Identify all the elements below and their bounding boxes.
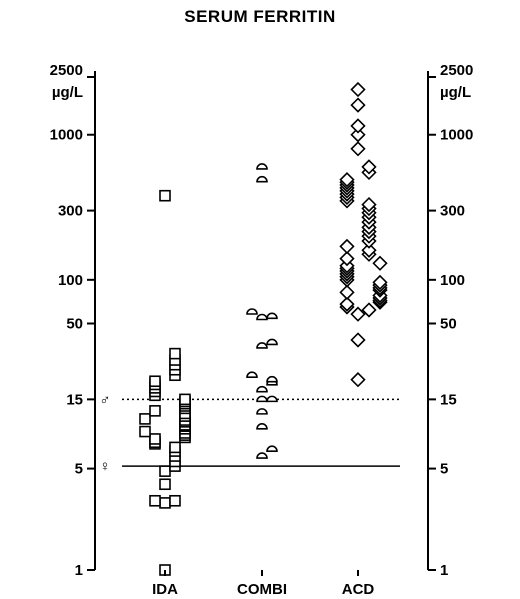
y-tick-label-right: 100 bbox=[440, 272, 465, 289]
data-point bbox=[256, 423, 268, 430]
y-tick-label-left: 1 bbox=[75, 562, 83, 579]
data-point bbox=[350, 118, 366, 134]
data-point bbox=[159, 497, 171, 509]
data-point bbox=[246, 308, 258, 315]
data-point bbox=[266, 338, 278, 346]
data-point bbox=[350, 332, 366, 348]
data-point bbox=[256, 313, 268, 321]
y-tick-label-left: 300 bbox=[58, 203, 83, 220]
data-point bbox=[256, 163, 268, 170]
y-tick-label-right: 50 bbox=[440, 316, 457, 333]
y-unit-label-left: µg/L bbox=[52, 84, 83, 101]
data-point bbox=[361, 242, 377, 258]
data-point bbox=[139, 413, 151, 425]
data-point bbox=[159, 465, 171, 477]
y-tick-label-right: 2500 bbox=[440, 62, 473, 79]
data-point bbox=[372, 255, 388, 271]
data-point bbox=[350, 127, 366, 143]
data-point bbox=[149, 433, 161, 445]
data-point bbox=[339, 296, 355, 312]
data-point bbox=[339, 172, 355, 188]
data-point bbox=[361, 302, 377, 318]
data-point bbox=[246, 371, 258, 379]
data-point bbox=[350, 306, 366, 322]
category-labels: IDA COMBI ACD bbox=[152, 570, 374, 598]
data-point bbox=[339, 250, 355, 267]
data-point bbox=[169, 494, 181, 507]
data-point bbox=[350, 97, 366, 113]
y-tick-label-left: 1000 bbox=[50, 127, 83, 144]
data-point bbox=[266, 395, 278, 403]
data-point bbox=[139, 425, 151, 438]
data-point bbox=[266, 375, 278, 383]
data-point bbox=[361, 159, 377, 175]
data-point bbox=[350, 141, 366, 157]
category-label: IDA bbox=[152, 581, 178, 598]
data-point bbox=[339, 238, 355, 255]
reference-symbol: ♂ bbox=[99, 391, 110, 408]
data-point bbox=[149, 375, 161, 388]
y-tick-label-right: 1 bbox=[440, 562, 448, 579]
data-point bbox=[361, 196, 377, 213]
y-unit-label-right: µg/L bbox=[440, 84, 471, 101]
data-point bbox=[159, 478, 171, 491]
y-tick-label-right: 1000 bbox=[440, 127, 473, 144]
y-tick-label-left: 50 bbox=[66, 316, 83, 333]
data-point bbox=[372, 274, 388, 291]
data-point bbox=[149, 494, 161, 507]
data-point bbox=[169, 441, 181, 454]
y-tick-label-right: 5 bbox=[440, 461, 448, 478]
category-label: ACD bbox=[342, 581, 375, 598]
y-tick-label-left: 5 bbox=[75, 461, 83, 478]
y-tick-label-left: 15 bbox=[66, 391, 83, 408]
y-tick-label-left: 2500 bbox=[50, 62, 83, 79]
data-point bbox=[256, 395, 268, 403]
data-point bbox=[266, 312, 278, 320]
y-tick-label-left: 100 bbox=[58, 272, 83, 289]
data-point bbox=[256, 175, 268, 183]
data-points bbox=[139, 81, 388, 576]
data-point bbox=[179, 393, 191, 406]
chart-title: SERUM FERRITIN bbox=[184, 7, 336, 26]
data-point bbox=[256, 408, 268, 415]
data-point bbox=[350, 81, 366, 98]
data-point bbox=[350, 372, 366, 388]
data-point bbox=[339, 284, 355, 300]
data-point bbox=[256, 385, 268, 393]
data-point bbox=[256, 342, 268, 349]
y-tick-label-right: 300 bbox=[440, 203, 465, 220]
category-label: COMBI bbox=[237, 581, 287, 598]
data-point bbox=[256, 452, 268, 459]
y-tick-label-right: 15 bbox=[440, 391, 457, 408]
data-point bbox=[169, 347, 181, 360]
data-point bbox=[266, 445, 278, 453]
data-point bbox=[159, 189, 171, 202]
reference-symbol: ♀ bbox=[99, 458, 110, 475]
data-point bbox=[149, 405, 161, 417]
